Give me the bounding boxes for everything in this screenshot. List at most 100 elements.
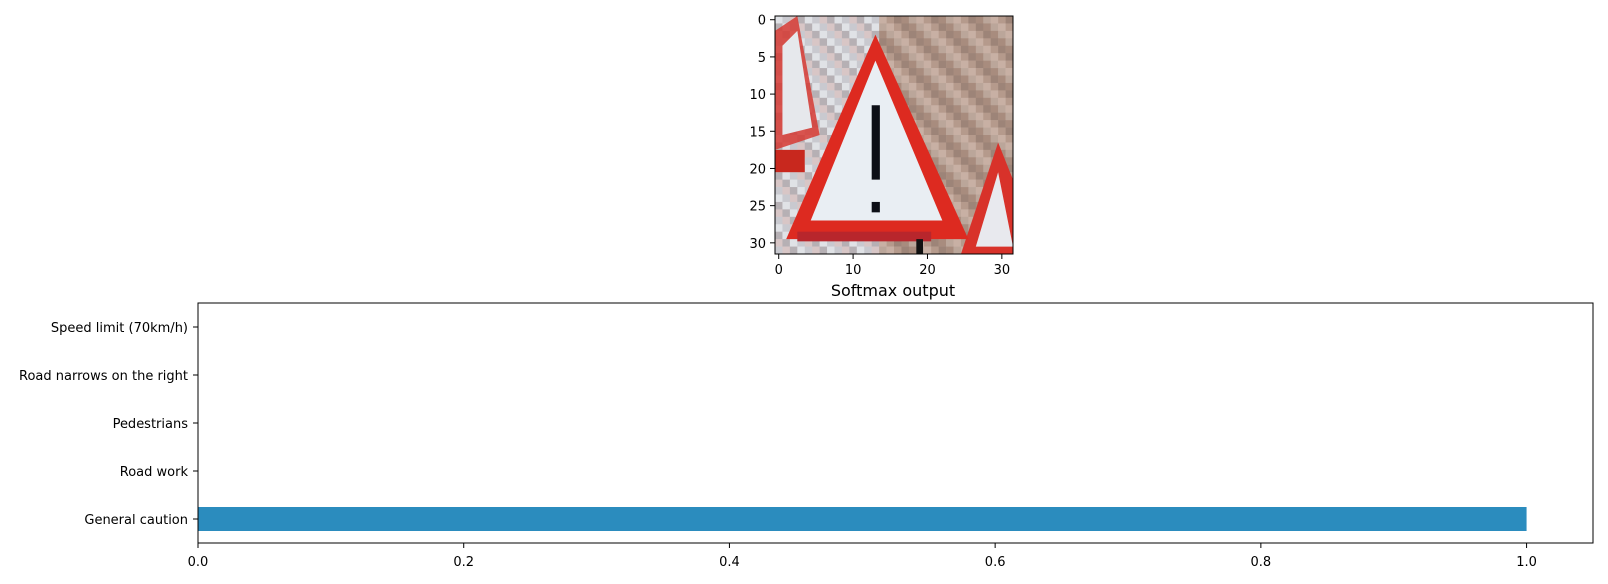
image-x-tick-label: 0	[775, 263, 783, 278]
image-pixel	[931, 120, 939, 128]
image-pixel	[938, 53, 947, 61]
image-pixel	[856, 23, 865, 32]
image-pixel	[827, 16, 835, 24]
image-pixel	[819, 142, 828, 151]
image-pixel	[968, 75, 977, 84]
image-pixel	[946, 90, 954, 99]
image-pixel	[931, 75, 939, 84]
image-pixel	[960, 216, 969, 225]
image-pixel	[953, 149, 962, 158]
image-pixel	[827, 30, 835, 39]
chart-y-ticks: General caution Road work Pedestrians Road …	[19, 321, 198, 528]
image-pixel	[968, 194, 977, 203]
image-y-tick-label: 15	[749, 125, 766, 140]
image-pixel	[834, 97, 843, 106]
image-pixel	[960, 90, 969, 99]
image-pixel	[960, 112, 969, 121]
image-pixel	[998, 82, 1006, 91]
chart-x-tick-label: 0.0	[188, 555, 209, 570]
image-pixel	[946, 127, 954, 136]
image-pixel	[1005, 16, 1014, 24]
image-pixel	[804, 30, 813, 39]
warning-sign-image	[775, 16, 1014, 255]
image-pixel	[975, 45, 984, 54]
image-pixel	[797, 30, 806, 39]
image-pixel	[923, 142, 932, 151]
image-pixel	[775, 216, 783, 225]
image-pixel	[938, 16, 947, 24]
image-pixel	[789, 187, 798, 195]
image-pixel	[946, 16, 954, 24]
image-pixel	[782, 194, 791, 203]
image-pixel	[998, 38, 1006, 47]
image-pixel	[946, 97, 954, 106]
image-pixel	[804, 164, 813, 173]
image-pixel	[968, 157, 977, 166]
image-y-tick-label: 20	[749, 162, 766, 177]
image-pixel	[953, 194, 962, 203]
image-pixel	[998, 16, 1006, 24]
image-pixel	[908, 105, 917, 113]
image-pixel	[901, 239, 910, 247]
image-pixel	[975, 90, 984, 99]
image-pixel	[901, 23, 910, 32]
image-pixel	[901, 60, 910, 69]
image-pixel	[931, 127, 939, 136]
image-pixel	[827, 239, 835, 247]
image-pixel	[856, 53, 865, 61]
image-pixel	[782, 142, 791, 151]
image-pixel	[819, 75, 828, 84]
image-pixel	[931, 239, 939, 247]
image-pixel	[968, 45, 977, 54]
image-pixel	[864, 239, 872, 247]
image-pixel	[946, 23, 954, 32]
image-pixel	[1005, 82, 1014, 91]
image-pixel	[908, 239, 917, 247]
image-pixel	[931, 149, 939, 158]
image-pixel	[789, 201, 798, 210]
image-pixel	[841, 82, 850, 91]
image-pixel	[782, 239, 791, 247]
image-pixel	[968, 142, 977, 151]
image-pixel	[827, 45, 835, 54]
bars	[198, 507, 1527, 531]
image-pixel	[938, 23, 947, 32]
image-pixel	[775, 246, 783, 255]
image-pixel	[856, 60, 865, 69]
image-pixel	[834, 90, 843, 99]
image-pixel	[946, 45, 954, 54]
image-pixel	[841, 246, 850, 255]
image-pixel	[894, 239, 902, 247]
image-pixel	[983, 30, 991, 39]
image-pixel	[916, 120, 925, 128]
image-pixel	[916, 38, 925, 47]
image-pixel	[782, 231, 791, 240]
image-pixel	[923, 135, 932, 143]
image-pixel	[827, 82, 835, 91]
image-pixel	[804, 142, 813, 151]
image-pixel	[953, 120, 962, 128]
image-pixel	[856, 239, 865, 247]
image-pixel	[968, 90, 977, 99]
image-pixel	[923, 53, 932, 61]
image-pixel	[797, 187, 806, 195]
image-pixel	[960, 135, 969, 143]
image-pixel	[864, 38, 872, 47]
image-pixel	[871, 16, 880, 24]
image-pixel	[775, 179, 783, 188]
image-pixel	[953, 157, 962, 166]
image-pixel	[975, 149, 984, 158]
image-pixel	[879, 45, 887, 54]
image-pixel	[827, 23, 835, 32]
left-red-patch	[775, 149, 805, 173]
image-pixel	[908, 38, 917, 47]
image-pixel	[968, 82, 977, 91]
image-pixel	[998, 135, 1006, 143]
image-pixel	[983, 112, 991, 121]
image-pixel	[990, 38, 999, 47]
image-pixel	[960, 60, 969, 69]
image-pixel	[834, 75, 843, 84]
image-pixel	[812, 90, 820, 99]
image-pixel	[775, 16, 783, 24]
image-pixel	[946, 164, 954, 173]
